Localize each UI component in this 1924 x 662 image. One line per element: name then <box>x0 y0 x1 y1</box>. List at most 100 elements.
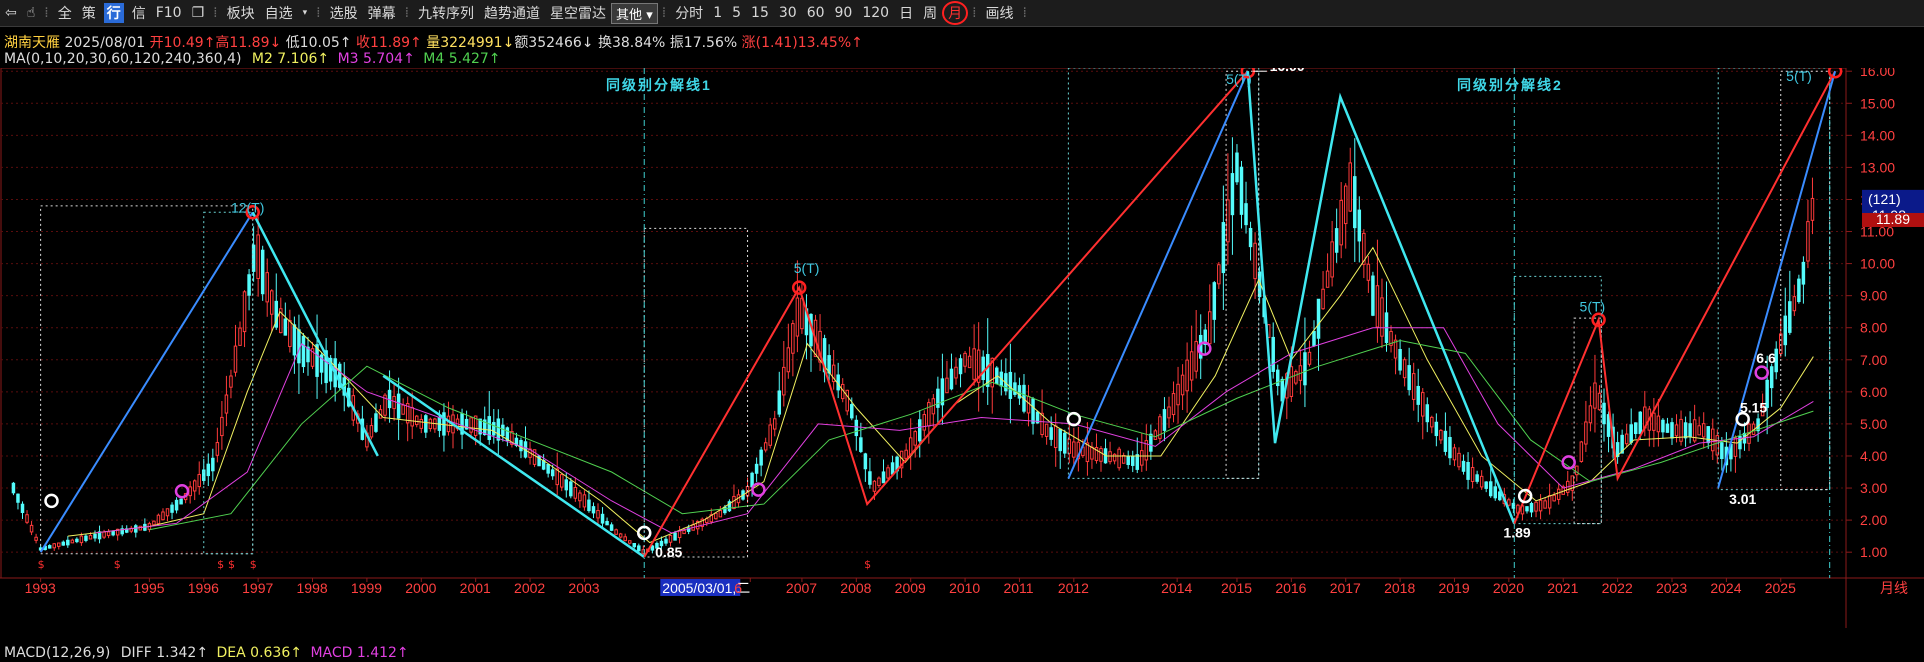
kline-chart[interactable]: 1.00 2.00 3.00 4.00 5.00 6.00 7.00 8.00 9.00 10.0… <box>0 52 1924 628</box>
close-price: 收11.89↑ <box>355 35 422 51</box>
candle-up <box>1040 412 1044 435</box>
candle-up <box>1067 438 1072 454</box>
period-15min[interactable]: 15 <box>751 5 769 21</box>
period-5min[interactable]: 5 <box>732 5 742 21</box>
candle-down <box>1316 298 1321 339</box>
candle-down <box>881 471 886 484</box>
period-90min[interactable]: 90 <box>834 5 853 21</box>
macd-dea: DEA 0.636↑ <box>216 645 302 661</box>
toolbar-item-sector[interactable]: 板块 <box>226 6 255 22</box>
candle-down <box>1248 227 1253 248</box>
candle-down <box>337 363 342 388</box>
dotted-box <box>1717 67 1831 491</box>
candle-up <box>1430 416 1434 428</box>
candle-down <box>1221 222 1226 274</box>
macd-value: MACD 1.412↑ <box>310 645 409 661</box>
candle-down <box>723 506 727 514</box>
candle-up <box>1158 416 1162 439</box>
candle-down <box>1443 430 1448 452</box>
candle-up <box>1153 430 1158 440</box>
candle-up <box>1593 382 1597 409</box>
candle-down <box>673 532 677 541</box>
period-day[interactable]: 日 <box>899 6 914 22</box>
y-tick-label-9: 10.00 <box>1860 256 1895 272</box>
candle-up <box>469 417 473 433</box>
toolbar-item-danmaku[interactable]: 弹幕 <box>367 6 396 22</box>
toolbar-item-radar[interactable]: 星空雷达 <box>550 6 607 22</box>
candle-down <box>319 354 324 373</box>
candle-down <box>1230 173 1235 216</box>
x-tick-label-23: 2019 <box>1438 580 1469 596</box>
high-price: 高11.89↓ <box>215 35 282 51</box>
ma-m2: M2 7.106↑ <box>251 51 330 67</box>
period-120min[interactable]: 120 <box>862 5 890 21</box>
candle-down <box>478 418 482 435</box>
candle-down <box>1130 456 1135 466</box>
x-tick-label-7: 2001 <box>460 580 491 596</box>
zigzag-cyan <box>251 211 379 457</box>
toolbar-item-all[interactable]: 全 <box>57 6 72 22</box>
candle-down <box>587 499 591 512</box>
candle-down <box>324 350 328 384</box>
x-tick-label-21: 2017 <box>1330 580 1361 596</box>
candle-down <box>1212 282 1217 320</box>
candle-up <box>714 512 718 520</box>
annotation-label: 5.15 <box>1740 400 1767 416</box>
toolbar-item-quote[interactable]: 行 <box>103 3 124 23</box>
period-week[interactable]: 周 <box>923 6 938 22</box>
toolbar-item-strategy[interactable]: 策 <box>81 6 96 22</box>
y-tick-label-1: 2.00 <box>1860 512 1887 528</box>
candle-up <box>197 474 201 488</box>
period-60min[interactable]: 60 <box>806 5 825 21</box>
candle-down <box>1498 491 1502 501</box>
x-tick-label-28: 2024 <box>1710 580 1741 596</box>
candle-down <box>492 422 496 436</box>
toolbar-item-watchlist[interactable]: 自选 <box>264 6 293 22</box>
candle-down <box>1235 152 1239 183</box>
quote-info-bar: 湖南天雁 2025/08/01 开10.49↑高11.89↓ 低10.05↑ 收… <box>4 32 863 52</box>
pivot-circle-white <box>44 493 59 509</box>
x-tick-label-6: 2000 <box>405 580 436 596</box>
candle-up <box>1330 241 1334 278</box>
candle-down <box>1525 506 1529 512</box>
candle-up <box>106 531 111 537</box>
candle-down <box>1035 411 1040 424</box>
macd-legend: MACD(12,26,9) DIFF 1.342↑ DEA 0.636↑ MAC… <box>4 645 409 661</box>
period-1min[interactable]: 1 <box>713 5 723 21</box>
period-30min[interactable]: 30 <box>778 5 797 21</box>
annotation-label: 12(T) <box>231 199 264 215</box>
pivot-circle-magenta <box>1561 455 1576 470</box>
candle-up <box>922 414 927 431</box>
candle-down <box>1303 352 1307 386</box>
candle-up <box>1289 366 1294 397</box>
hand-icon[interactable]: ☝ <box>26 5 36 21</box>
other-select[interactable]: 其他 ▾ <box>611 2 658 24</box>
window-icon[interactable]: ❐ <box>191 5 205 21</box>
y-tick-label-15: 16.00 <box>1860 68 1895 79</box>
candle-down <box>1239 166 1244 215</box>
candle-down <box>61 541 66 546</box>
candle-down <box>1765 379 1769 408</box>
y-tick-label-3: 4.00 <box>1860 448 1887 464</box>
toolbar-item-trend-channel[interactable]: 趋势通道 <box>484 6 541 22</box>
candle-up <box>1534 501 1538 512</box>
chevron-down-icon[interactable]: ▾ <box>302 8 308 18</box>
candle-up <box>52 543 56 549</box>
toolbar-item-td-sequence[interactable]: 九转序列 <box>418 6 475 22</box>
stock-name: 湖南天雁 <box>4 35 60 51</box>
toolbar-item-info[interactable]: 信 <box>131 6 146 22</box>
period-intraday[interactable]: 分时 <box>675 6 704 22</box>
kline-chart-svg[interactable]: 1.00 2.00 3.00 4.00 5.00 6.00 7.00 8.00 9.00 10.0… <box>0 52 1924 628</box>
period-month[interactable]: 月 <box>942 1 969 25</box>
toolbar-item-f10[interactable]: F10 <box>155 5 182 21</box>
candle-down <box>1629 424 1633 443</box>
candle-up <box>1701 423 1706 438</box>
draw-tool-button[interactable]: 画线 <box>985 6 1014 22</box>
back-icon[interactable]: ⇦ <box>5 5 17 21</box>
candle-down <box>1017 385 1022 399</box>
candle-down <box>1434 421 1439 437</box>
candle-up <box>1253 242 1257 280</box>
candle-down <box>174 499 179 511</box>
toolbar-item-screener[interactable]: 选股 <box>329 6 358 22</box>
candle-down <box>464 418 469 430</box>
